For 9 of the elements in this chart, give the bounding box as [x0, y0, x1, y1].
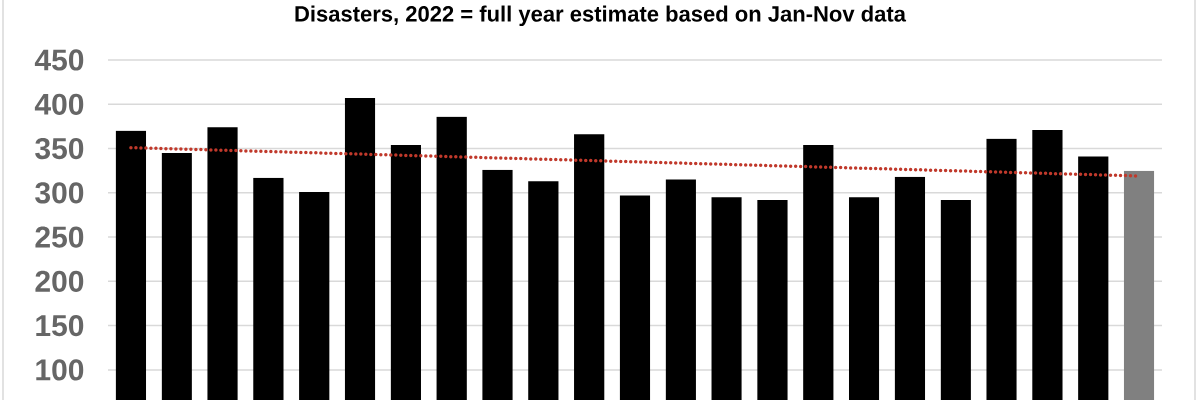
y-tick-label: 150 — [36, 315, 84, 337]
y-tick-label: 100 — [36, 359, 84, 381]
y-tick-label: 400 — [34, 93, 84, 115]
y-tick-label: 350 — [35, 137, 84, 160]
y-tick-label: 250 — [35, 226, 84, 248]
chart-title: Disasters, 2022 = full year estimate based on Jan-Nov data — [295, 5, 907, 27]
y-tick-label: 200 — [35, 270, 84, 292]
y-tick-label: 450 — [34, 49, 84, 71]
y-tick-label: 300 — [35, 182, 84, 204]
